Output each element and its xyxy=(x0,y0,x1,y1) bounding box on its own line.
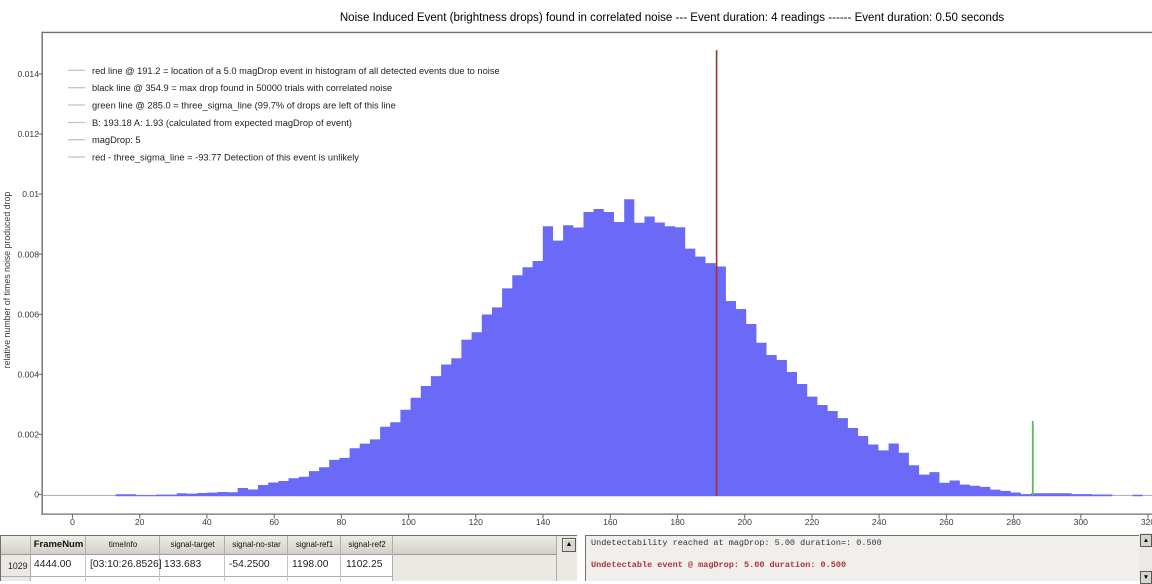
svg-text:60: 60 xyxy=(269,517,279,527)
svg-text:280: 280 xyxy=(1006,517,1021,527)
svg-text:40: 40 xyxy=(202,517,212,527)
svg-text:B: 193.18 A: 1.93 (calculated: B: 193.18 A: 1.93 (calculated from expec… xyxy=(92,118,352,128)
svg-text:200: 200 xyxy=(738,517,753,527)
svg-text:magDrop: 5: magDrop: 5 xyxy=(92,135,141,145)
svg-text:red line @ 191.2 = location of: red line @ 191.2 = location of a 5.0 mag… xyxy=(92,66,500,76)
svg-text:100: 100 xyxy=(401,517,416,527)
svg-text:red - three_sigma_line = -93.7: red - three_sigma_line = -93.77 Detectio… xyxy=(92,152,359,162)
svg-text:260: 260 xyxy=(939,517,954,527)
svg-text:0.01: 0.01 xyxy=(22,189,39,199)
svg-text:black line @ 354.9 = max drop: black line @ 354.9 = max drop found in 5… xyxy=(92,83,392,93)
svg-text:0.006: 0.006 xyxy=(17,309,39,319)
svg-text:0: 0 xyxy=(70,517,75,527)
svg-text:0.012: 0.012 xyxy=(17,129,39,139)
svg-text:0.004: 0.004 xyxy=(17,369,39,379)
svg-text:140: 140 xyxy=(536,517,551,527)
svg-text:320: 320 xyxy=(1141,517,1152,527)
svg-text:180: 180 xyxy=(670,517,685,527)
svg-text:0.002: 0.002 xyxy=(17,430,39,440)
svg-text:0.008: 0.008 xyxy=(17,249,39,259)
svg-text:160: 160 xyxy=(603,517,618,527)
svg-text:green line @ 285.0 = three_sig: green line @ 285.0 = three_sigma_line (9… xyxy=(92,100,396,110)
svg-text:220: 220 xyxy=(805,517,820,527)
svg-text:80: 80 xyxy=(337,517,347,527)
svg-text:240: 240 xyxy=(872,517,887,527)
svg-text:relative number of times noise: relative number of times noise produced … xyxy=(2,192,12,369)
svg-text:300: 300 xyxy=(1074,517,1089,527)
svg-text:120: 120 xyxy=(469,517,484,527)
svg-text:20: 20 xyxy=(135,517,145,527)
svg-text:0.014: 0.014 xyxy=(17,69,39,79)
svg-text:0: 0 xyxy=(34,490,39,500)
